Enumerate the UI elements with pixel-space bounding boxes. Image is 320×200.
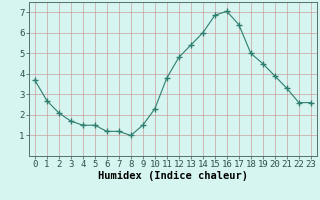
X-axis label: Humidex (Indice chaleur): Humidex (Indice chaleur) — [98, 171, 248, 181]
